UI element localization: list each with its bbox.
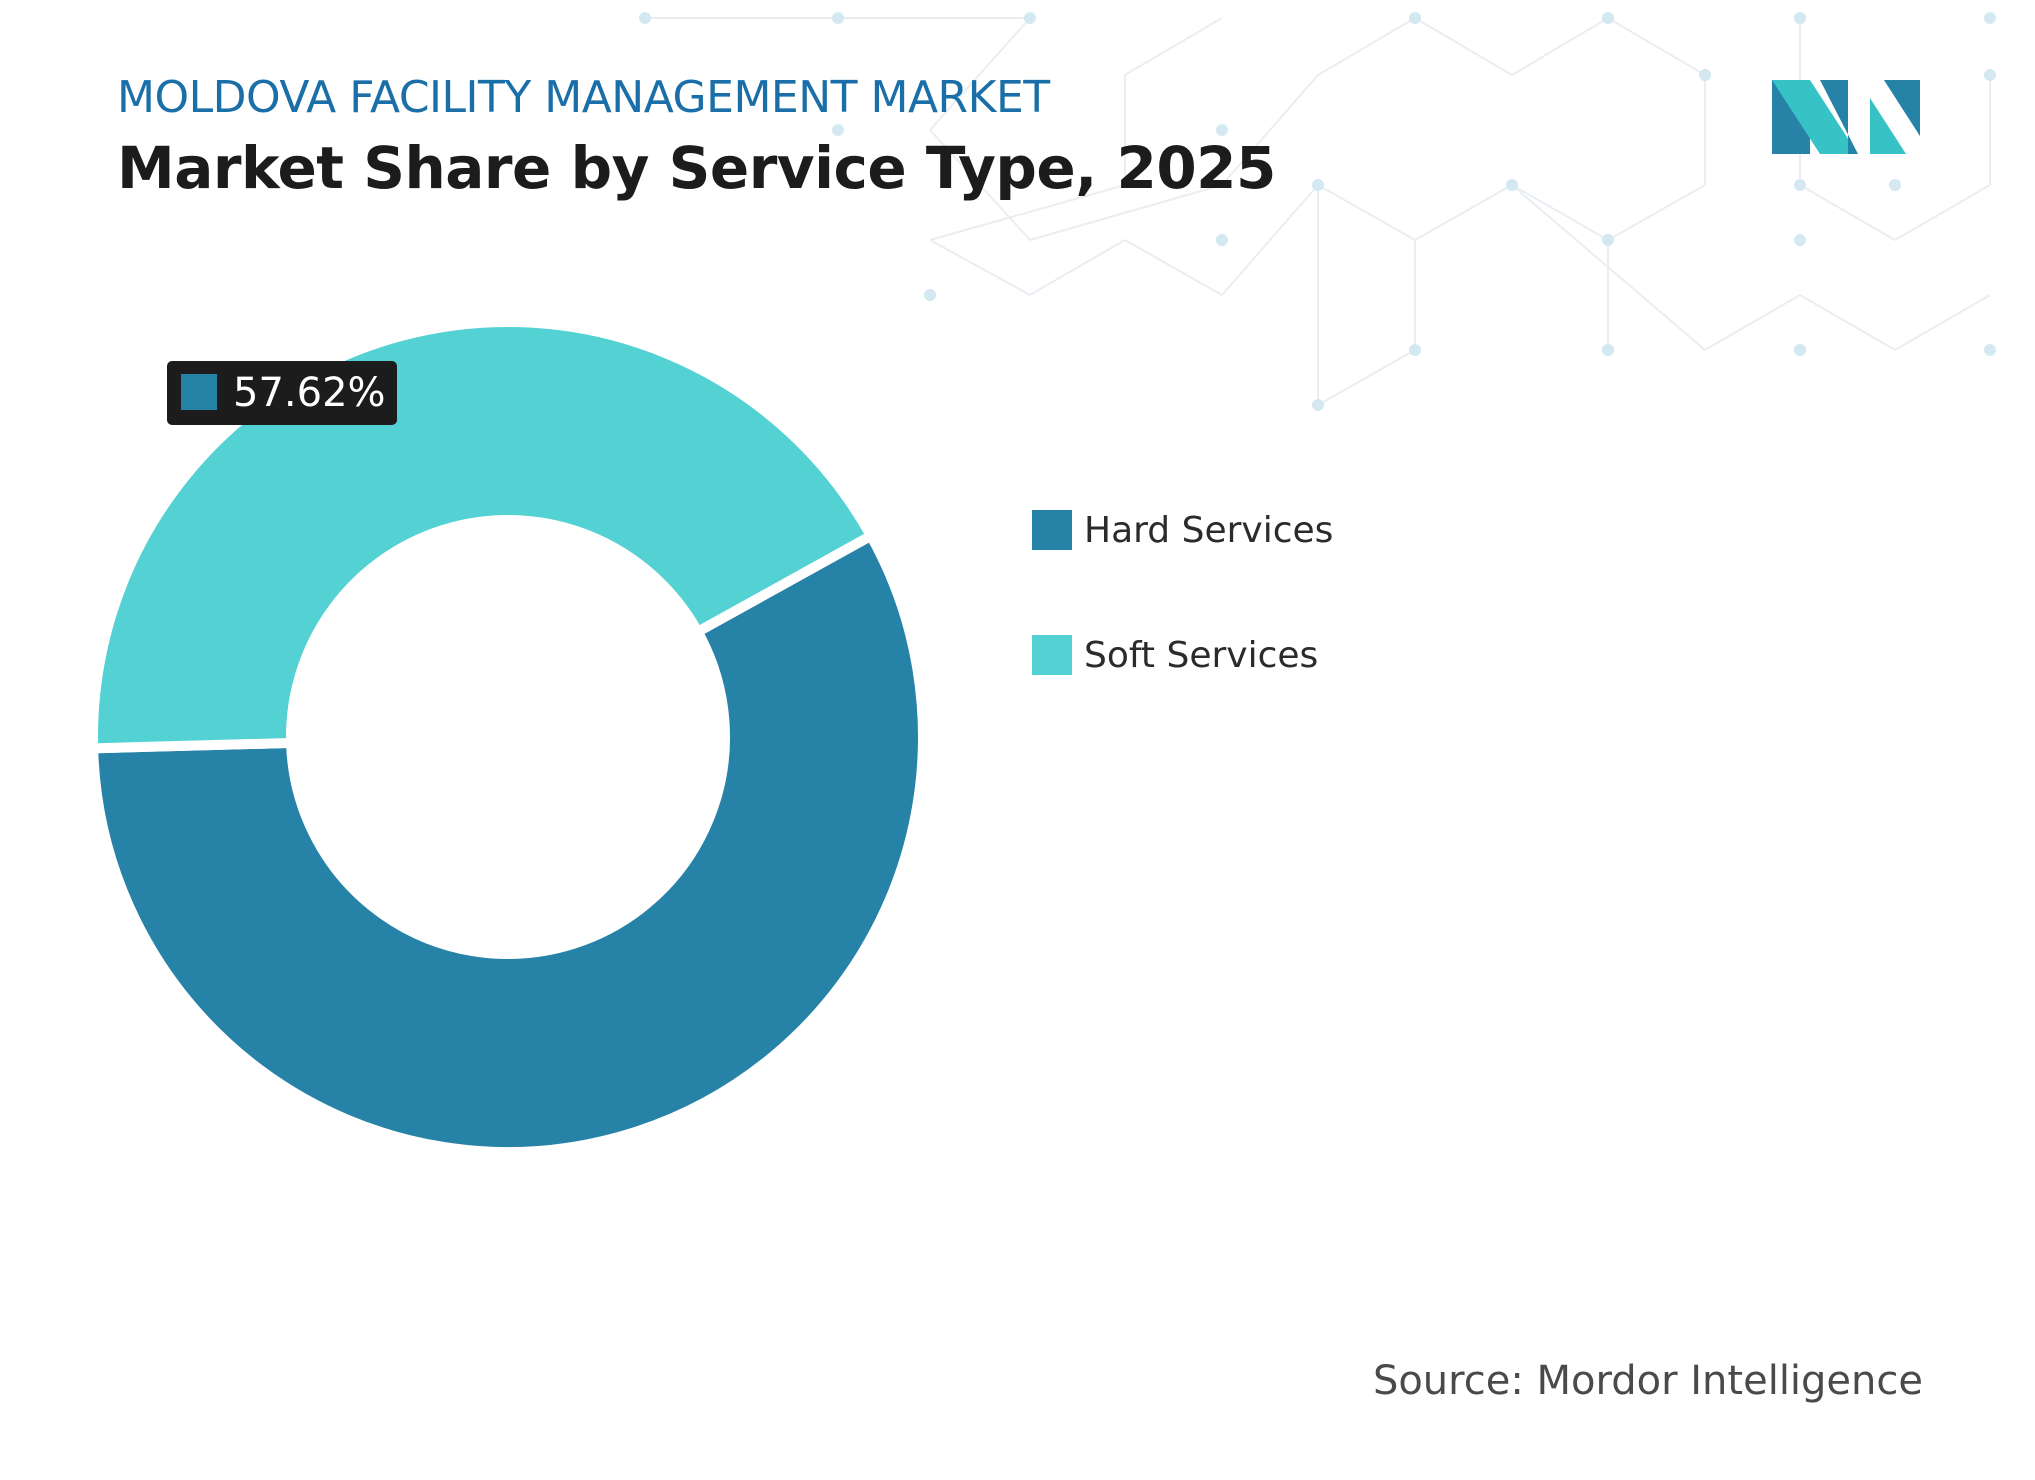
background-dot [1506, 179, 1518, 191]
legend-swatch-soft-services [1032, 635, 1072, 675]
legend-item-soft-services[interactable]: Soft Services [1032, 625, 1333, 685]
data-label-swatch [181, 374, 217, 410]
logo-middle-shape [1772, 80, 1858, 154]
background-dot [1984, 12, 1996, 24]
chart-supertitle: MOLDOVA FACILITY MANAGEMENT MARKET [117, 72, 1050, 123]
background-dot [1984, 344, 1996, 356]
background-dot [639, 12, 651, 24]
background-dot [1024, 12, 1036, 24]
donut-slice-soft-services[interactable] [88, 317, 878, 754]
background-dot [1794, 12, 1806, 24]
background-dot [1794, 179, 1806, 191]
legend-item-hard-services[interactable]: Hard Services [1032, 500, 1333, 560]
background-dot [1699, 69, 1711, 81]
background-lines [640, 17, 1991, 406]
logo-middle-dark [1820, 80, 1858, 154]
background-pattern [639, 12, 1996, 411]
data-label-hard-services: 57.62% [167, 361, 397, 425]
background-dot [1312, 179, 1324, 191]
background-dot [1312, 399, 1324, 411]
legend-label-hard-services: Hard Services [1084, 509, 1334, 551]
data-label-text: 57.62% [233, 370, 386, 416]
logo-right-cut [1870, 80, 1920, 154]
legend-swatch-hard-services [1032, 510, 1072, 550]
background-dot [1409, 344, 1421, 356]
legend-label-soft-services: Soft Services [1084, 634, 1319, 676]
background-dot [832, 124, 844, 136]
donut-slice-hard-services[interactable] [88, 529, 928, 1157]
background-dot [1889, 179, 1901, 191]
mordor-intelligence-logo-icon [1772, 80, 1920, 154]
source-note: Source: Mordor Intelligence [1372, 1358, 1923, 1404]
donut-chart: 57.62% [88, 317, 928, 1157]
background-dot [1602, 12, 1614, 24]
background-dot [1794, 234, 1806, 246]
background-dot [1602, 234, 1614, 246]
background-dot [924, 289, 936, 301]
data-label-background [167, 361, 397, 425]
chart-title: Market Share by Service Type, 2025 [117, 134, 1276, 202]
background-dot [1602, 344, 1614, 356]
background-dot [832, 12, 844, 24]
background-dot [1216, 124, 1228, 136]
chart-legend: Hard Services Soft Services [1032, 500, 1333, 750]
logo-right-dark [1884, 80, 1920, 136]
background-dot [1216, 234, 1228, 246]
background-dot [1409, 12, 1421, 24]
background-dot [1794, 344, 1806, 356]
background-dot [1984, 69, 1996, 81]
